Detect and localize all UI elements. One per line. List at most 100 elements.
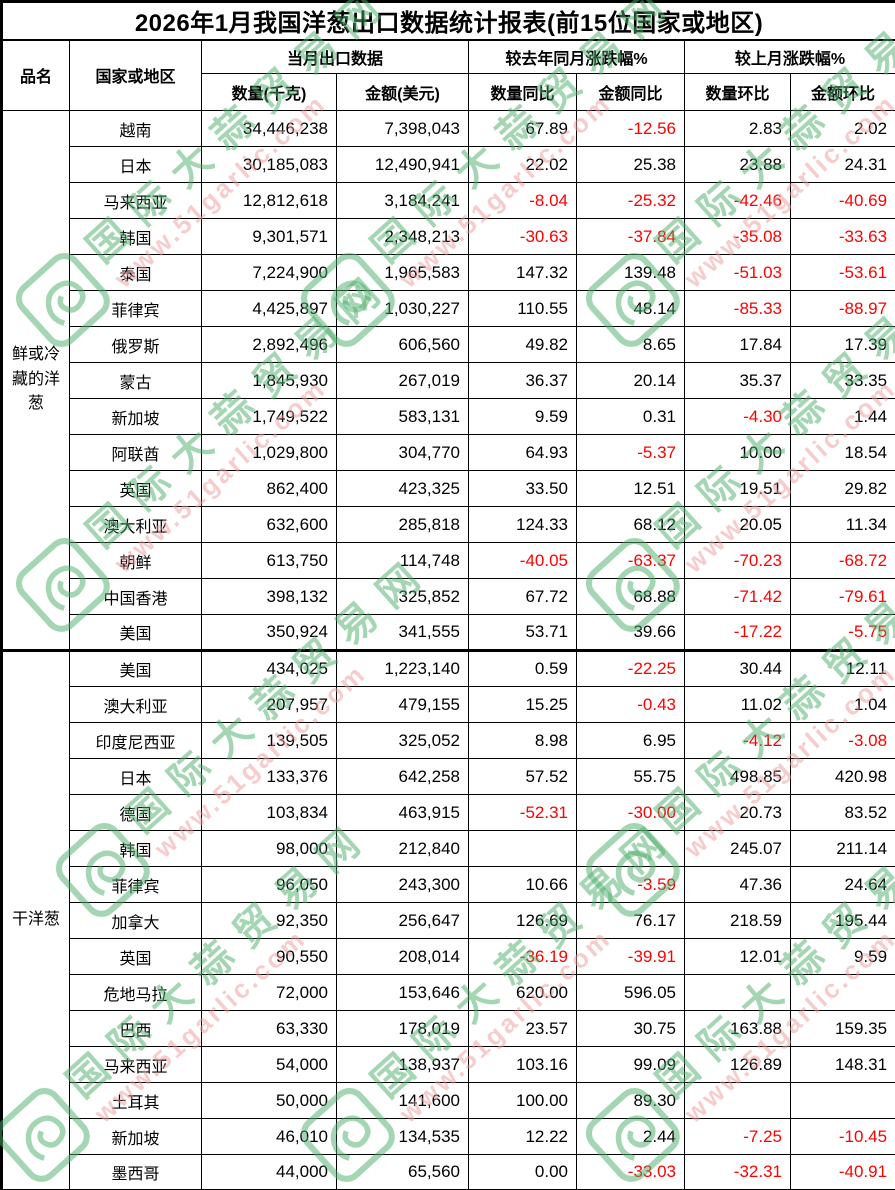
qty-mom-cell: 2.83: [684, 110, 791, 147]
country-cell: 泰国: [69, 254, 202, 291]
amount-usd-cell: 3,184,241: [336, 182, 469, 219]
qty-yoy-cell: 22.02: [468, 146, 577, 183]
qty-kg-cell: 862,400: [201, 470, 337, 507]
qty-mom-cell: 218.59: [684, 902, 791, 939]
amount-mom-cell: -40.91: [789, 1154, 895, 1190]
col-header-amount-yoy: 金额同比: [576, 73, 685, 111]
qty-yoy-cell: 57.52: [468, 758, 577, 795]
qty-yoy-cell: 23.57: [468, 1010, 577, 1047]
qty-mom-cell: 498.85: [684, 758, 791, 795]
header-group-row: 品名 国家或地区 当月出口数据 较去年同月涨跌幅% 较上月涨跌幅%: [1, 39, 895, 111]
country-cell: 美国: [69, 649, 202, 687]
col-group-mom-change: 较上月涨跌幅%: [683, 39, 895, 74]
qty-mom-cell: 17.84: [684, 326, 791, 363]
amount-usd-cell: 7,398,043: [336, 110, 469, 147]
qty-kg-cell: 34,446,238: [201, 110, 337, 147]
amount-usd-cell: 208,014: [336, 938, 469, 975]
country-cell: 英国: [69, 938, 202, 975]
amount-usd-cell: 285,818: [336, 506, 469, 543]
qty-yoy-cell: 53.71: [468, 614, 577, 651]
amount-usd-cell: 65,560: [336, 1154, 469, 1190]
amount-yoy-cell: -37.84: [576, 218, 685, 255]
qty-mom-cell: 12.01: [684, 938, 791, 975]
amount-usd-cell: 12,490,941: [336, 146, 469, 183]
amount-mom-cell: 1.44: [789, 398, 895, 435]
amount-usd-cell: 114,748: [336, 542, 469, 579]
amount-mom-cell: 18.54: [789, 434, 895, 471]
table-row: 马来西亚 54,000 138,937 103.16 99.09 126.89 148.31: [2, 1046, 895, 1083]
qty-mom-cell: -35.08: [684, 218, 791, 255]
country-cell: 韩国: [69, 830, 202, 867]
amount-usd-cell: 304,770: [336, 434, 469, 471]
qty-mom-cell: 35.37: [684, 362, 791, 399]
amount-yoy-cell: 2.44: [576, 1118, 685, 1155]
table-row: 英国 90,550 208,014 -36.19 -39.91 12.01 9.59: [2, 938, 895, 975]
title-row: 2026年1月我国洋葱出口数据统计报表(前15位国家或地区): [0, 1, 895, 41]
country-cell: 马来西亚: [69, 1046, 202, 1083]
country-cell: 俄罗斯: [69, 326, 202, 363]
table-row: 土耳其 50,000 141,600 100.00 89.30: [2, 1082, 895, 1119]
qty-yoy-cell: -52.31: [468, 794, 577, 831]
qty-mom-cell: -70.23: [684, 542, 791, 579]
amount-mom-cell: -10.45: [789, 1118, 895, 1155]
col-header-qty-kg: 数量(千克): [201, 73, 337, 111]
amount-yoy-cell: 0.31: [576, 398, 685, 435]
table-row: 日本 133,376 642,258 57.52 55.75 498.85 420.98: [2, 758, 895, 795]
qty-kg-cell: 4,425,897: [201, 290, 337, 327]
amount-mom-cell: 159.35: [789, 1010, 895, 1047]
table-row: 危地马拉 72,000 153,646 620.00 596.05: [2, 974, 895, 1011]
qty-kg-cell: 7,224,900: [201, 254, 337, 291]
amount-usd-cell: 2,348,213: [336, 218, 469, 255]
table-row: 俄罗斯 2,892,496 606,560 49.82 8.65 17.84 17.39: [2, 326, 895, 363]
table-row: 新加坡 46,010 134,535 12.22 2.44 -7.25 -10.45: [2, 1118, 895, 1155]
amount-mom-cell: -79.61: [789, 578, 895, 615]
amount-mom-cell: 2.02: [789, 110, 895, 147]
amount-yoy-cell: -12.56: [576, 110, 685, 147]
col-header-amount-mom: 金额环比: [789, 73, 895, 111]
amount-mom-cell: 33.35: [789, 362, 895, 399]
qty-kg-cell: 46,010: [201, 1118, 337, 1155]
amount-yoy-cell: 139.48: [576, 254, 685, 291]
qty-yoy-cell: 110.55: [468, 290, 577, 327]
qty-kg-cell: 434,025: [201, 649, 337, 687]
table-row: 墨西哥 44,000 65,560 0.00 -33.03 -32.31 -40.91: [2, 1154, 895, 1190]
qty-yoy-cell: [468, 830, 577, 867]
qty-yoy-cell: -30.63: [468, 218, 577, 255]
qty-yoy-cell: 12.22: [468, 1118, 577, 1155]
table-row: 美国 350,924 341,555 53.71 39.66 -17.22 -5.75: [2, 614, 895, 651]
amount-yoy-cell: [576, 830, 685, 867]
amount-yoy-cell: 68.88: [576, 578, 685, 615]
qty-yoy-cell: 147.32: [468, 254, 577, 291]
qty-yoy-cell: -8.04: [468, 182, 577, 219]
country-cell: 墨西哥: [69, 1154, 202, 1190]
qty-yoy-cell: 103.16: [468, 1046, 577, 1083]
qty-mom-cell: 23.88: [684, 146, 791, 183]
qty-kg-cell: 2,892,496: [201, 326, 337, 363]
table-row: 巴西 63,330 178,019 23.57 30.75 163.88 159.35: [2, 1010, 895, 1047]
country-cell: 越南: [69, 110, 202, 147]
qty-mom-cell: -4.12: [684, 722, 791, 759]
amount-usd-cell: 463,915: [336, 794, 469, 831]
qty-kg-cell: 350,924: [201, 614, 337, 651]
qty-mom-cell: -85.33: [684, 290, 791, 327]
qty-mom-cell: [684, 1082, 791, 1119]
qty-mom-cell: 126.89: [684, 1046, 791, 1083]
amount-usd-cell: 1,965,583: [336, 254, 469, 291]
amount-usd-cell: 325,852: [336, 578, 469, 615]
product-name-cell: 鲜或冷藏的洋葱: [1, 110, 70, 651]
table-row: 日本 30,185,083 12,490,941 22.02 25.38 23.88 24.…: [2, 146, 895, 183]
country-cell: 蒙古: [69, 362, 202, 399]
amount-mom-cell: 9.59: [789, 938, 895, 975]
col-header-qty-mom: 数量环比: [684, 73, 791, 111]
amount-mom-cell: 83.52: [789, 794, 895, 831]
amount-yoy-cell: 76.17: [576, 902, 685, 939]
amount-mom-cell: 148.31: [789, 1046, 895, 1083]
qty-kg-cell: 72,000: [201, 974, 337, 1011]
amount-mom-cell: 11.34: [789, 506, 895, 543]
amount-mom-cell: 420.98: [789, 758, 895, 795]
col-header-qty-yoy: 数量同比: [468, 73, 577, 111]
table-row: 泰国 7,224,900 1,965,583 147.32 139.48 -51.03 -5…: [2, 254, 895, 291]
amount-yoy-cell: 8.65: [576, 326, 685, 363]
